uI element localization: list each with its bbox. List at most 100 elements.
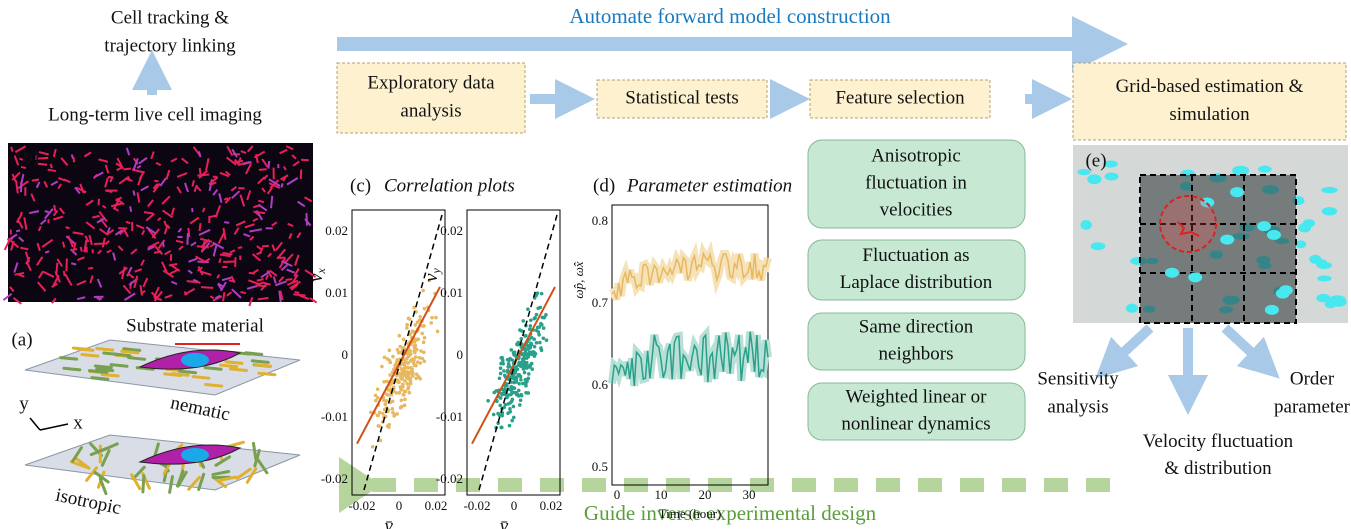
scatter-point (525, 356, 529, 360)
nucleus-spot (1105, 173, 1119, 181)
nucleus-spot (1317, 275, 1331, 281)
scatter-point (412, 306, 416, 310)
scatter-point (486, 399, 490, 403)
grid-overlay (1140, 175, 1296, 323)
cell-streak (32, 179, 39, 180)
y-tick-label: 0.01 (325, 285, 348, 300)
scatter-point (413, 323, 417, 327)
scatter-point (523, 371, 527, 375)
nucleus-spot (1321, 187, 1337, 193)
cell-streak (81, 247, 82, 252)
substrate (25, 435, 300, 494)
scatter-point (513, 386, 517, 390)
cell-streak (66, 227, 70, 228)
x-tick-label: 10 (655, 487, 668, 502)
imaging-text: Long-term live cell imaging (48, 104, 262, 125)
nucleus-spot (1322, 207, 1337, 216)
label-sub: x,ne (392, 524, 413, 529)
nucleus-spot (1257, 221, 1271, 231)
scatter-point (422, 340, 426, 344)
scatter-point (529, 324, 533, 328)
nucleus-spot (1220, 235, 1234, 245)
nucleus-spot (1265, 305, 1279, 315)
scatter-point (502, 391, 506, 395)
cell-streak (219, 258, 220, 263)
scatter-point (536, 306, 540, 310)
scatter-point (391, 407, 395, 411)
scatter-point (405, 382, 409, 386)
scatter-point (405, 323, 409, 327)
scatter-point (498, 404, 502, 408)
nucleus-spot (1276, 289, 1290, 299)
y-tick-label: 0.5 (592, 459, 608, 474)
scatter-point (414, 355, 418, 359)
scatter-point (418, 377, 422, 381)
scatter-point (408, 317, 412, 321)
nucleus-spot (1126, 304, 1138, 313)
fiber (82, 355, 98, 357)
scatter-point (412, 361, 416, 365)
scatter-point (517, 382, 521, 386)
scatter-point (410, 358, 414, 362)
scatter-point (402, 338, 406, 342)
scatter-point (519, 398, 523, 402)
scatter-point (393, 364, 397, 368)
scatter-point (418, 356, 422, 360)
fiber (73, 348, 89, 350)
fiber (92, 378, 108, 380)
panel-title: Correlation plots (384, 175, 515, 196)
cell-streak (271, 196, 272, 208)
nucleus-spot (1230, 187, 1244, 197)
scatter-point (519, 378, 523, 382)
scatter-point (421, 289, 425, 293)
y-axis-label: ω̂p, ω̂x (571, 261, 586, 298)
scatter-point (505, 384, 509, 388)
nucleus-spot (1317, 262, 1333, 269)
scatter-point (423, 307, 427, 311)
scatter-point (499, 372, 503, 376)
cell-streak (64, 271, 65, 276)
y-tick-label: 0.01 (440, 285, 463, 300)
cell-streak (16, 230, 20, 231)
scatter-point (391, 411, 395, 415)
panel-label: (b) (17, 146, 39, 167)
output-text: Sensitivity (1037, 368, 1119, 389)
scatter-point (499, 366, 503, 370)
scatter-point (517, 389, 521, 393)
scatter-point (414, 376, 418, 380)
scatter-point (403, 398, 407, 402)
scatter-point (527, 372, 531, 376)
cell-streak (238, 247, 242, 248)
nucleus-spot (1258, 166, 1272, 173)
nucleus-spot (1080, 220, 1091, 230)
cell-streak (154, 181, 158, 182)
cell-streak (51, 164, 52, 168)
cell-streak (241, 292, 246, 293)
label-sub: x (314, 267, 328, 274)
cell-streak (88, 268, 93, 269)
scatter-point (401, 371, 405, 375)
scatter-point (419, 361, 423, 365)
output-text: analysis (1047, 396, 1108, 417)
scatter-point (423, 336, 427, 340)
x-tick-label: -0.02 (348, 498, 375, 513)
axis-letter: y (19, 393, 29, 414)
scatter-point (501, 359, 505, 363)
cell-streak (11, 147, 12, 152)
scatter-point (430, 316, 434, 320)
scatter-point (374, 399, 378, 403)
fiber (129, 358, 145, 360)
cell-streak (281, 183, 282, 187)
cell-streak (144, 212, 153, 213)
scatter-point (502, 405, 506, 409)
nucleus-spot (1091, 242, 1106, 250)
fiber (221, 365, 237, 367)
y-tick-label: 0.7 (592, 295, 609, 310)
fiber (205, 368, 221, 370)
scatter-point (508, 357, 512, 361)
x-axis-label: v̄x,ne (384, 516, 413, 529)
scatter-point (509, 393, 513, 397)
scatter-point (400, 398, 404, 402)
cell-streak (259, 169, 267, 170)
scatter-point (518, 403, 522, 407)
